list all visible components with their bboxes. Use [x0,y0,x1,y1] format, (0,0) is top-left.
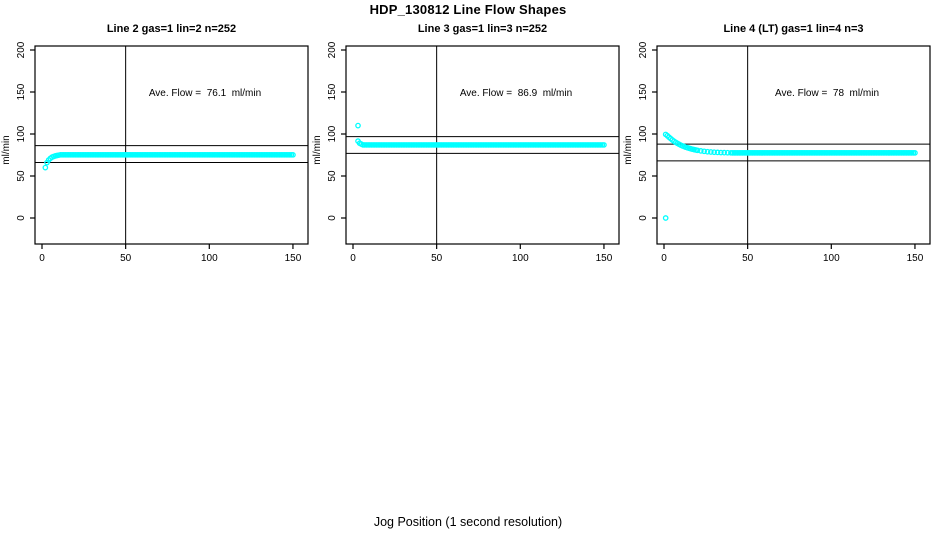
y-tick-label: 50 [638,170,649,182]
panel-title: Line 2 gas=1 lin=2 n=252 [106,23,237,35]
y-axis-label: ml/min [1,135,12,164]
x-tick-label: 0 [661,253,667,264]
data-points-group [355,122,607,148]
y-tick-label: 150 [327,83,338,100]
x-tick-label: 100 [823,253,840,264]
data-point [355,122,361,129]
y-tick-label: 100 [327,125,338,142]
y-axis-label: ml/min [623,135,634,164]
data-points-group [662,131,918,221]
data-points-group [42,151,296,171]
panel-line-2: Line 2 gas=1 lin=2 n=252 0 50 100 150 200 0 50… [0,20,311,275]
data-point [707,149,714,155]
x-tick-label: 100 [201,253,218,264]
x-tick-label: 50 [120,253,132,264]
data-point [704,148,711,155]
y-tick-label: 0 [638,215,649,221]
data-point [711,149,718,156]
data-point [42,164,49,171]
plot-box [34,45,309,245]
panel-title: Line 4 (LT) gas=1 lin=4 n=3 [723,23,864,35]
y-tick-label: 200 [16,41,27,58]
panel-line-4: Line 4 (LT) gas=1 lin=4 n=3 0 50 100 150 200… [622,20,933,275]
data-point [912,150,918,156]
panel-title: Line 3 gas=1 lin=3 n=252 [417,23,548,35]
y-tick-label: 150 [16,83,27,100]
data-point [701,148,708,155]
data-point [290,151,296,158]
y-tick-label: 0 [16,215,27,221]
panel-line-3: Line 3 gas=1 lin=3 n=252 0 50 100 150 200 0 50… [311,20,622,275]
y-tick-label: 200 [327,41,338,58]
data-point [714,149,721,156]
y-tick-label: 100 [16,125,27,142]
ave-flow-annotation: Ave. Flow = 86.9 ml/min [460,88,572,99]
y-tick-label: 200 [638,41,649,58]
plot-box [345,45,620,245]
y-tick-label: 150 [638,83,649,100]
y-tick-label: 100 [638,125,649,142]
data-point [721,149,728,156]
x-tick-label: 0 [350,253,356,264]
x-axis-label: Jog Position (1 second resolution) [373,515,563,529]
panel-plot-svg: 0 50 100 150 200 0 50 100 150 ml/min Ave. Flow = 8… [312,41,620,264]
data-point [601,142,607,148]
figure-title: HDP_130812 Line Flow Shapes [369,2,567,17]
x-tick-label: 0 [39,253,45,264]
y-tick-label: 50 [327,170,338,182]
x-tick-label: 150 [596,253,613,264]
data-point [697,148,704,154]
y-tick-label: 50 [16,170,27,182]
y-tick-label: 0 [327,215,338,221]
x-tick-label: 150 [285,253,302,264]
plot-box [656,45,931,245]
x-tick-label: 50 [742,253,754,264]
y-axis-label: ml/min [312,135,323,164]
data-point [694,147,701,154]
ave-flow-annotation: Ave. Flow = 78 ml/min [775,88,879,99]
panel-plot-svg: 0 50 100 150 200 0 50 100 150 ml/min Ave. Flow = 7… [623,41,931,264]
x-tick-label: 50 [431,253,443,264]
data-point [718,149,724,156]
x-tick-label: 150 [907,253,924,264]
data-point [662,215,669,221]
x-tick-label: 100 [512,253,529,264]
panel-plot-svg: 0 50 100 150 200 0 50 100 150 ml/min Ave. Flow = 7… [1,41,309,264]
ave-flow-annotation: Ave. Flow = 76.1 ml/min [149,88,261,99]
